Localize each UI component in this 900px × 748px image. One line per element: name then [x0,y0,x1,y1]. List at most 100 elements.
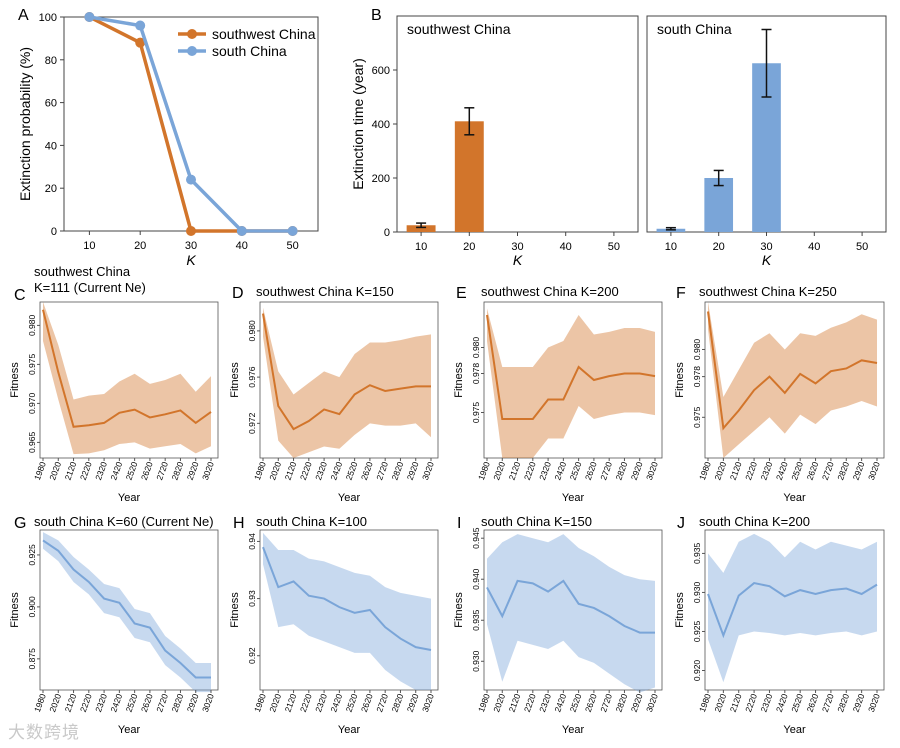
panel-f-frame [704,301,885,459]
panel-e-xtick-label: 2620 [583,460,599,481]
panel-d-xtick-label: 2720 [374,460,390,481]
panel-d-mean-line [262,313,431,431]
panel-b-xtick-label: 10 [415,241,427,253]
panel-a-ytick-label: 100 [39,12,57,24]
panel-c-xtick-label: 2220 [78,460,94,481]
panel-i-xtick-label: 2020 [491,692,507,713]
panel-i-xtick-label: 2620 [583,692,599,713]
panel-d-xtick-label: 2020 [267,460,283,481]
panel-a-series-point [84,12,95,22]
panel-b-bar [704,178,734,232]
panel-h-xtick-label: 2420 [328,692,344,713]
panel-letter-c: C [14,287,26,304]
panel-a-ytick-label: 80 [45,55,57,67]
panel-letter-i: I [457,515,461,532]
panel-j-frame [704,529,885,691]
panel-j-xtick-label: 2720 [820,692,836,713]
panel-c-xtick-label: 2820 [169,460,185,481]
panel-a-xtick-label: 50 [286,240,298,252]
panel-g-xtick-label: 2120 [63,692,79,713]
panel-i-xtick-label: 2720 [598,692,614,713]
panel-c-xtick-label: 2920 [185,460,201,481]
panel-b-bar [406,225,436,232]
panel-g-ytick-label: 0.875 [27,648,37,670]
panel-b-xtick-label: 40 [560,241,572,253]
panel-h-confidence-band [263,532,431,690]
panel-g-xtick-label: 2220 [78,692,94,713]
panel-b-xtick-label: 30 [760,241,772,253]
panel-h-xtick-label: 1980 [252,692,268,713]
panel-e-xtick-label: 2920 [629,460,645,481]
panel-g-xtick-label: 2620 [139,692,155,713]
panel-i-ytick-label: 0.930 [471,650,481,672]
panel-a-ytick-label: 40 [45,140,57,152]
panel-j-xtick-label: 1980 [697,692,713,713]
panel-b-xtick-label: 50 [608,241,620,253]
panel-f-ylabel: Fitness [674,362,686,398]
panel-f-xtick-label: 2120 [728,460,744,481]
panel-a-legend-label: southwest China [212,26,316,42]
panel-f-xtick-label: 2820 [835,460,851,481]
panel-d-ytick-label: 0.980 [247,320,257,342]
panel-d-xtick-label: 2420 [328,460,344,481]
panel-f-xlabel: Year [783,492,806,504]
panel-i-xtick-label: 3020 [644,692,660,713]
panel-letter-d: D [232,285,244,302]
panel-a-ytick-label: 60 [45,98,57,110]
panel-d-ylabel: Fitness [229,362,241,398]
panel-d-title: southwest China K=150 [256,284,394,299]
panel-j-confidence-band [708,533,877,683]
panel-c-xtick-label: 2020 [47,460,63,481]
panel-b-xtick-label: 30 [511,241,523,253]
panel-a-series-point [287,226,298,236]
panel-letter-h: H [233,515,245,532]
panel-b-xtick-label: 50 [856,241,868,253]
panel-j-ytick-label: 0.920 [692,660,702,682]
panel-j-xtick-label: 2620 [805,692,821,713]
panel-j-ytick-label: 0.925 [692,621,702,643]
panel-e-xtick-label: 1980 [476,460,492,481]
panel-b-xlabel: K [513,252,523,268]
panel-a-xtick-label: 10 [83,240,95,252]
panel-h-xtick-label: 2920 [405,692,421,713]
panel-b-xtick-label: 10 [665,241,677,253]
panel-b-frame [396,15,639,233]
panel-h-title: south China K=100 [256,514,367,529]
panel-g-title: south China K=60 (Current Ne) [34,514,214,529]
panel-h-xtick-label: 2320 [313,692,329,713]
panel-h-ytick-label: 0.93 [247,590,257,607]
panel-d-xtick-label: 2620 [359,460,375,481]
panel-i-xtick-label: 2520 [568,692,584,713]
panel-letter-e: E [456,285,467,302]
panel-b-ylabel: Extinction time (year) [350,58,366,189]
panel-i-xtick-label: 2820 [613,692,629,713]
panel-c-ylabel: Fitness [9,362,21,398]
panel-c-title: K=111 (Current Ne) [34,280,146,295]
panel-g-xtick-label: 2720 [154,692,170,713]
panel-i-confidence-band [487,534,655,693]
panel-letter-b: B [371,7,382,24]
panel-e-title: southwest China K=200 [481,284,619,299]
panel-h-ytick-label: 0.92 [247,647,257,664]
panel-i-xlabel: Year [562,724,585,736]
panel-j-xtick-label: 2220 [743,692,759,713]
panel-d-frame [259,301,439,459]
panel-c-title: southwest China [34,264,131,279]
panel-e-ytick-label: 0.975 [471,402,481,424]
panel-b-ytick-label: 600 [372,65,390,77]
panel-h-mean-line [262,546,432,651]
panel-i-xtick-label: 2420 [552,692,568,713]
panel-i-mean-line [486,579,655,634]
panel-e-xtick-label: 2020 [491,460,507,481]
panel-f-xtick-label: 2520 [789,460,805,481]
panel-e-xlabel: Year [562,492,585,504]
panel-i-xtick-label: 2220 [522,692,538,713]
panel-a-xtick-label: 40 [236,240,248,252]
panel-d-xtick-label: 2120 [283,460,299,481]
panel-c-confidence-band [43,302,211,455]
panel-j-xtick-label: 2820 [835,692,851,713]
panel-c-ytick-label: 0.980 [27,314,37,336]
panel-b-xtick-label: 20 [463,241,475,253]
panel-c-xtick-label: 2320 [93,460,109,481]
panel-j-xtick-label: 2120 [728,692,744,713]
